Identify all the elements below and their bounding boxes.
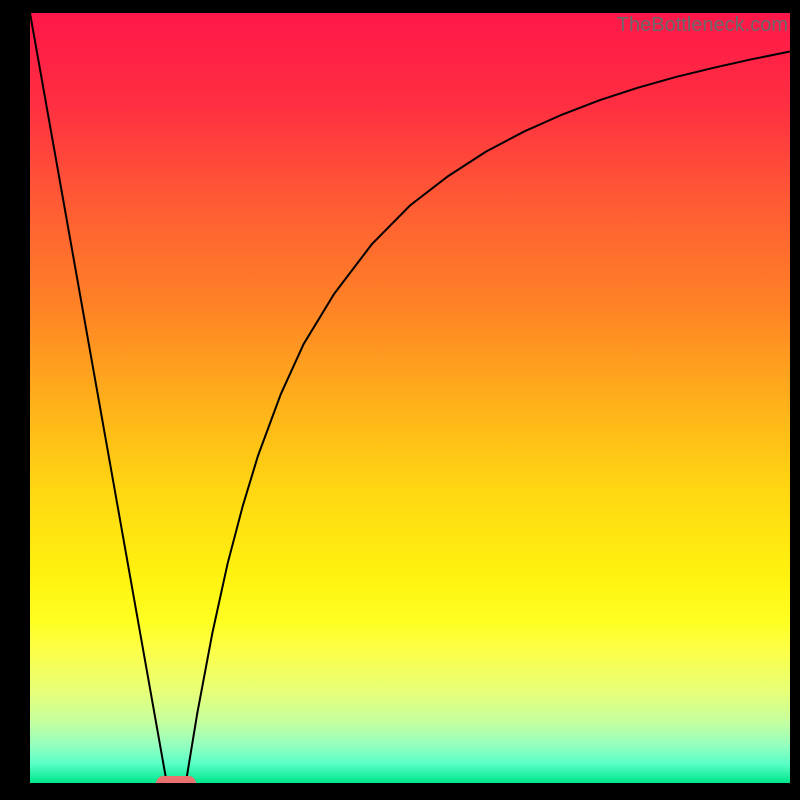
plot-area bbox=[30, 13, 790, 783]
curve-layer bbox=[30, 13, 790, 783]
chart-frame: TheBottleneck.com bbox=[0, 0, 800, 800]
series-left-branch bbox=[30, 13, 167, 783]
series-right-branch bbox=[186, 52, 790, 784]
bottleneck-marker bbox=[156, 776, 196, 784]
watermark-text: TheBottleneck.com bbox=[617, 14, 788, 37]
